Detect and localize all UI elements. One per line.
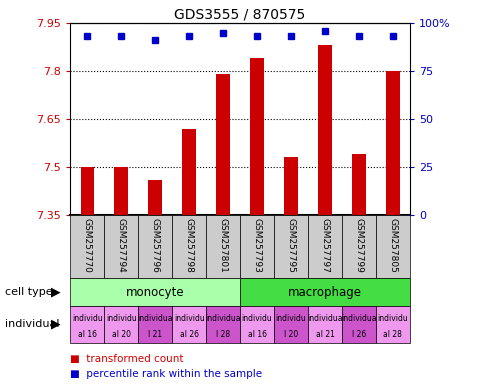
- Text: individua: individua: [137, 314, 173, 323]
- Text: individu: individu: [377, 314, 408, 323]
- Text: GSM257797: GSM257797: [320, 218, 329, 273]
- Text: GSM257795: GSM257795: [286, 218, 295, 273]
- Text: l 28: l 28: [215, 330, 230, 339]
- Text: cell type: cell type: [5, 287, 52, 297]
- Text: individual: individual: [5, 319, 59, 329]
- Bar: [240, 306, 273, 343]
- Text: individua: individua: [340, 314, 376, 323]
- Text: GSM257793: GSM257793: [252, 218, 261, 273]
- Bar: [70, 306, 104, 343]
- Bar: [182, 129, 196, 215]
- Bar: [351, 154, 365, 215]
- Text: GSM257805: GSM257805: [388, 218, 396, 273]
- Bar: [138, 215, 172, 278]
- Bar: [80, 167, 94, 215]
- Text: individu: individu: [106, 314, 136, 323]
- Bar: [70, 215, 104, 278]
- Bar: [375, 215, 409, 278]
- Text: al 28: al 28: [383, 330, 401, 339]
- Text: al 16: al 16: [77, 330, 97, 339]
- Bar: [114, 167, 128, 215]
- Text: GSM257799: GSM257799: [354, 218, 363, 273]
- Bar: [273, 306, 307, 343]
- Bar: [70, 278, 240, 306]
- Text: GSM257794: GSM257794: [117, 218, 125, 272]
- Bar: [284, 157, 297, 215]
- Text: ■  transformed count: ■ transformed count: [70, 354, 183, 364]
- Text: al 21: al 21: [315, 330, 333, 339]
- Bar: [104, 306, 138, 343]
- Text: GSM257801: GSM257801: [218, 218, 227, 273]
- Text: macrophage: macrophage: [287, 286, 361, 299]
- Bar: [341, 306, 375, 343]
- Text: individu: individu: [72, 314, 103, 323]
- Text: individua: individua: [306, 314, 342, 323]
- Bar: [216, 74, 229, 215]
- Text: ▶: ▶: [51, 318, 60, 331]
- Text: ▶: ▶: [51, 286, 60, 299]
- Text: al 16: al 16: [247, 330, 266, 339]
- Bar: [240, 278, 409, 306]
- Bar: [307, 306, 341, 343]
- Bar: [375, 306, 409, 343]
- Bar: [385, 71, 399, 215]
- Text: ■  percentile rank within the sample: ■ percentile rank within the sample: [70, 369, 262, 379]
- Bar: [172, 306, 206, 343]
- Text: al 26: al 26: [179, 330, 198, 339]
- Bar: [172, 215, 206, 278]
- Text: monocyte: monocyte: [126, 286, 184, 299]
- Text: l 26: l 26: [351, 330, 365, 339]
- Text: GSM257798: GSM257798: [184, 218, 193, 273]
- Bar: [104, 215, 138, 278]
- Bar: [307, 215, 341, 278]
- Text: l 21: l 21: [148, 330, 162, 339]
- Title: GDS3555 / 870575: GDS3555 / 870575: [174, 8, 305, 22]
- Text: GSM257770: GSM257770: [83, 218, 91, 273]
- Bar: [240, 215, 273, 278]
- Text: GSM257796: GSM257796: [151, 218, 159, 273]
- Bar: [206, 215, 240, 278]
- Bar: [250, 58, 263, 215]
- Text: individu: individu: [241, 314, 272, 323]
- Bar: [341, 215, 375, 278]
- Bar: [318, 45, 331, 215]
- Bar: [148, 180, 162, 215]
- Text: individua: individua: [205, 314, 241, 323]
- Text: al 20: al 20: [111, 330, 131, 339]
- Bar: [273, 215, 307, 278]
- Bar: [138, 306, 172, 343]
- Text: l 20: l 20: [283, 330, 298, 339]
- Text: individu: individu: [173, 314, 204, 323]
- Bar: [206, 306, 240, 343]
- Text: individu: individu: [275, 314, 306, 323]
